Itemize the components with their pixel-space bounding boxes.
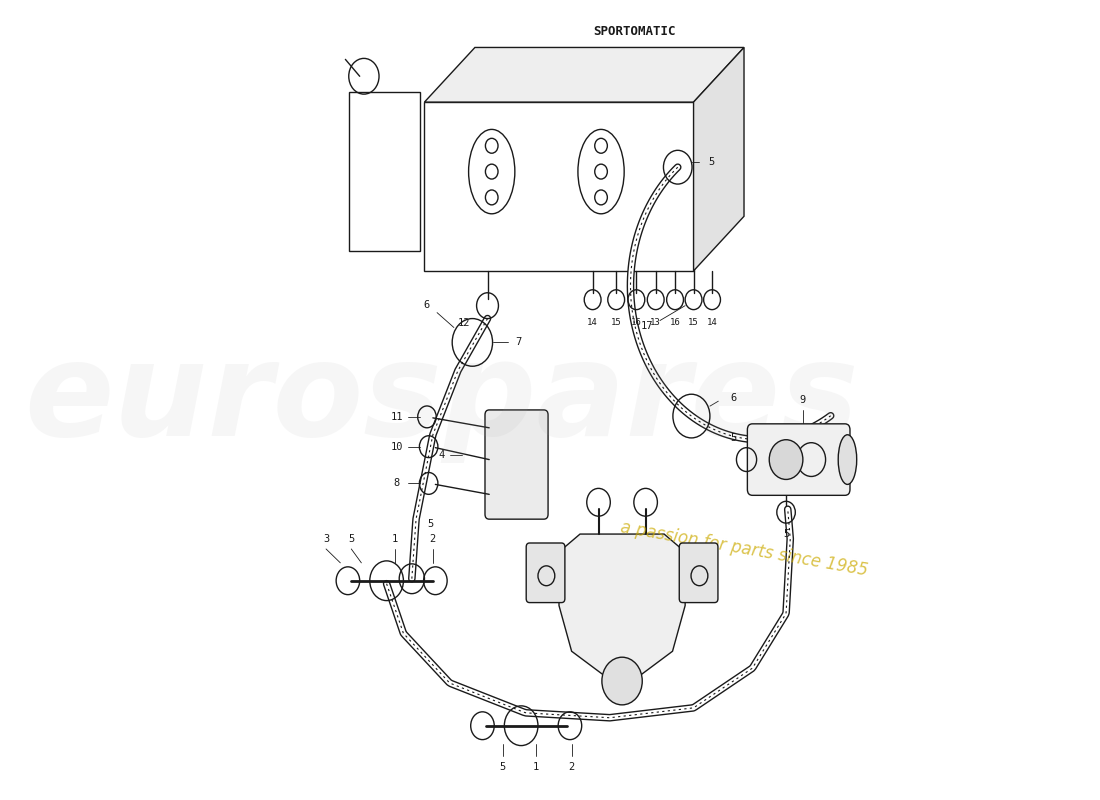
Text: 5: 5 bbox=[783, 529, 789, 539]
Polygon shape bbox=[694, 47, 744, 271]
Text: 2: 2 bbox=[569, 762, 574, 773]
Circle shape bbox=[602, 658, 642, 705]
Text: 8: 8 bbox=[394, 478, 399, 489]
Text: 5: 5 bbox=[730, 433, 737, 443]
Polygon shape bbox=[559, 534, 685, 675]
Text: 14: 14 bbox=[587, 318, 598, 327]
Text: 9: 9 bbox=[800, 395, 806, 405]
Text: 16: 16 bbox=[631, 318, 641, 327]
Text: 15: 15 bbox=[610, 318, 621, 327]
FancyBboxPatch shape bbox=[526, 543, 565, 602]
Text: 5: 5 bbox=[427, 519, 433, 529]
Text: 4: 4 bbox=[438, 450, 444, 460]
Text: 3: 3 bbox=[323, 534, 329, 544]
FancyBboxPatch shape bbox=[680, 543, 718, 602]
Text: 2: 2 bbox=[430, 534, 436, 544]
Text: 5: 5 bbox=[349, 534, 354, 544]
Polygon shape bbox=[425, 47, 744, 102]
FancyBboxPatch shape bbox=[747, 424, 850, 495]
Text: 12: 12 bbox=[458, 318, 470, 327]
Text: 1: 1 bbox=[392, 534, 398, 544]
Text: a passion for parts since 1985: a passion for parts since 1985 bbox=[619, 518, 869, 580]
Text: 6: 6 bbox=[730, 393, 737, 403]
Text: SPORTOMATIC: SPORTOMATIC bbox=[593, 25, 675, 38]
Text: 17: 17 bbox=[641, 321, 653, 330]
Text: 5: 5 bbox=[499, 762, 506, 773]
Text: 7: 7 bbox=[516, 338, 521, 347]
Text: 1: 1 bbox=[534, 762, 539, 773]
FancyBboxPatch shape bbox=[485, 410, 548, 519]
Text: 10: 10 bbox=[390, 442, 403, 452]
Text: 13: 13 bbox=[650, 318, 661, 327]
Text: 15: 15 bbox=[689, 318, 698, 327]
Circle shape bbox=[769, 440, 803, 479]
Ellipse shape bbox=[838, 434, 857, 485]
Text: 11: 11 bbox=[390, 412, 403, 422]
Text: eurospares: eurospares bbox=[24, 337, 859, 463]
Text: 6: 6 bbox=[424, 300, 429, 310]
Text: 14: 14 bbox=[706, 318, 717, 327]
Text: 16: 16 bbox=[670, 318, 681, 327]
Text: 5: 5 bbox=[708, 158, 715, 167]
